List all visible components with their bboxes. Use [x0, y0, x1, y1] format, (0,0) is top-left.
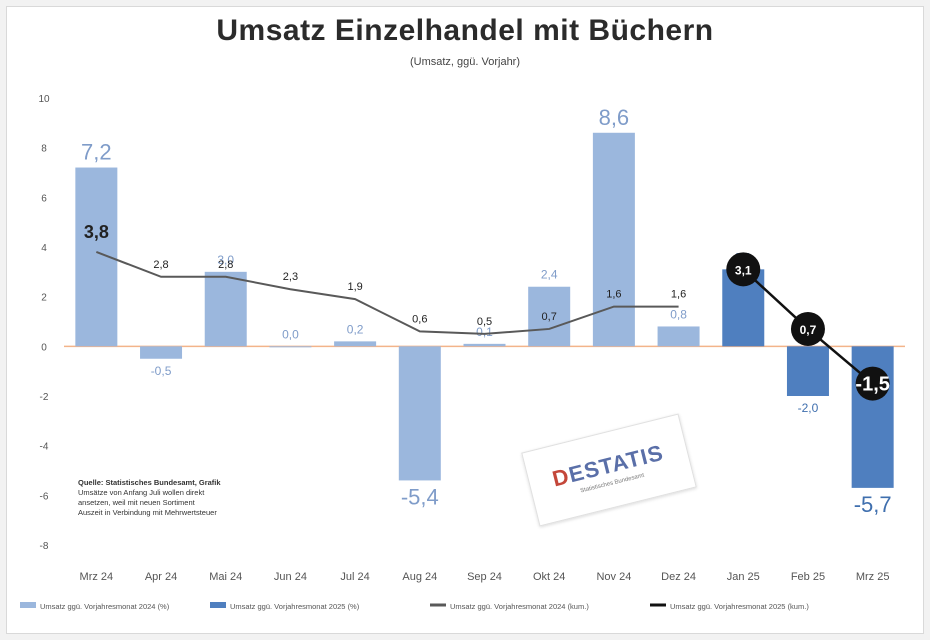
bar-data-label: -2,0 — [798, 401, 819, 415]
bar — [334, 341, 377, 347]
legend-swatch — [20, 602, 36, 608]
line-data-label: 1,9 — [347, 281, 362, 293]
line-data-label: 2,8 — [218, 259, 233, 271]
x-tick-label: Mrz 24 — [80, 571, 114, 583]
bar-data-label: -0,5 — [151, 364, 172, 378]
series-line — [95, 251, 679, 335]
bar-data-label: 2,4 — [541, 268, 558, 282]
y-tick-label: -8 — [40, 541, 49, 552]
x-tick-label: Jun 24 — [274, 571, 307, 583]
bar-data-label: 8,6 — [599, 105, 630, 130]
line-data-label: 2,8 — [153, 259, 168, 271]
line-data-label: 1,6 — [671, 289, 686, 301]
chart-subtitle: (Umsatz, ggü. Vorjahr) — [409, 56, 521, 68]
line-data-label: 3,8 — [84, 222, 109, 242]
bar-data-label: -5,7 — [854, 492, 892, 517]
x-tick-label: Okt 24 — [533, 571, 565, 583]
bar-data-label: 0,2 — [347, 322, 364, 336]
x-tick-label: Apr 24 — [145, 571, 177, 583]
y-tick-label: 2 — [41, 293, 47, 304]
line-marker — [726, 252, 761, 287]
bar-data-label: 7,2 — [81, 140, 112, 165]
x-tick-label: Jan 25 — [727, 571, 760, 583]
source-heading: Quelle: Statistisches Bundesamt, Grafik — [78, 478, 221, 487]
line-marker — [855, 366, 890, 401]
line-data-label: 3,1 — [735, 263, 752, 277]
bar — [269, 346, 312, 348]
y-tick-label: -4 — [40, 442, 49, 453]
legend-label: Umsatz ggü. Vorjahresmonat 2024 (%) — [40, 602, 170, 611]
bar-data-label: -5,4 — [401, 484, 439, 509]
bar — [528, 286, 571, 347]
x-tick-label: Feb 25 — [791, 571, 825, 583]
y-tick-label: 6 — [41, 193, 47, 204]
bar — [657, 326, 700, 347]
source-line-1: Umsätze von Anfang Juli wollen direkt — [78, 488, 205, 497]
x-tick-label: Jul 24 — [340, 571, 369, 583]
line-marker — [790, 311, 825, 346]
legend-label: Umsatz ggü. Vorjahresmonat 2024 (kum.) — [450, 602, 589, 611]
chart-title: Umsatz Einzelhandel mit Büchern — [216, 14, 714, 47]
chart-frame — [6, 6, 924, 634]
bar — [463, 343, 506, 347]
line-data-label: 0,6 — [412, 313, 427, 325]
source-note: Quelle: Statistisches Bundesamt, Grafik … — [78, 478, 338, 518]
x-tick-label: Sep 24 — [467, 571, 502, 583]
bar-data-label: 3,0 — [217, 253, 234, 267]
legend-swatch — [210, 602, 226, 608]
legend-label: Umsatz ggü. Vorjahresmonat 2025 (%) — [230, 602, 360, 611]
y-tick-label: 10 — [38, 94, 50, 105]
x-tick-label: Mrz 25 — [856, 571, 890, 583]
legend-label: Umsatz ggü. Vorjahresmonat 2025 (kum.) — [670, 602, 809, 611]
bar-data-label: 0,1 — [476, 325, 493, 339]
y-tick-label: -6 — [40, 491, 49, 502]
x-tick-label: Dez 24 — [661, 571, 696, 583]
line-data-label: 0,7 — [800, 323, 817, 337]
line-data-label: 2,3 — [283, 271, 298, 283]
line-data-label: -1,5 — [855, 374, 889, 396]
line-data-label: 0,5 — [477, 316, 492, 328]
y-tick-label: -2 — [40, 392, 49, 403]
source-line-3: Auszeit in Verbindung mit Mehrwertsteuer — [78, 508, 217, 517]
x-tick-label: Aug 24 — [402, 571, 437, 583]
bar — [592, 132, 635, 347]
y-tick-label: 0 — [41, 342, 47, 353]
x-tick-label: Mai 24 — [209, 571, 242, 583]
bar — [204, 271, 247, 347]
line-data-label: 1,6 — [606, 289, 621, 301]
source-line-2: ansetzen, weil mit neuen Sortiment — [78, 498, 195, 507]
bar — [398, 346, 441, 481]
bar-data-label: 0,0 — [282, 327, 299, 341]
bar — [786, 346, 829, 396]
y-tick-label: 4 — [41, 243, 47, 254]
y-tick-label: 8 — [41, 144, 47, 155]
bar-data-label: 0,8 — [670, 307, 687, 321]
line-data-label: 0,7 — [542, 311, 557, 323]
bar — [140, 346, 183, 359]
x-tick-label: Nov 24 — [596, 571, 631, 583]
